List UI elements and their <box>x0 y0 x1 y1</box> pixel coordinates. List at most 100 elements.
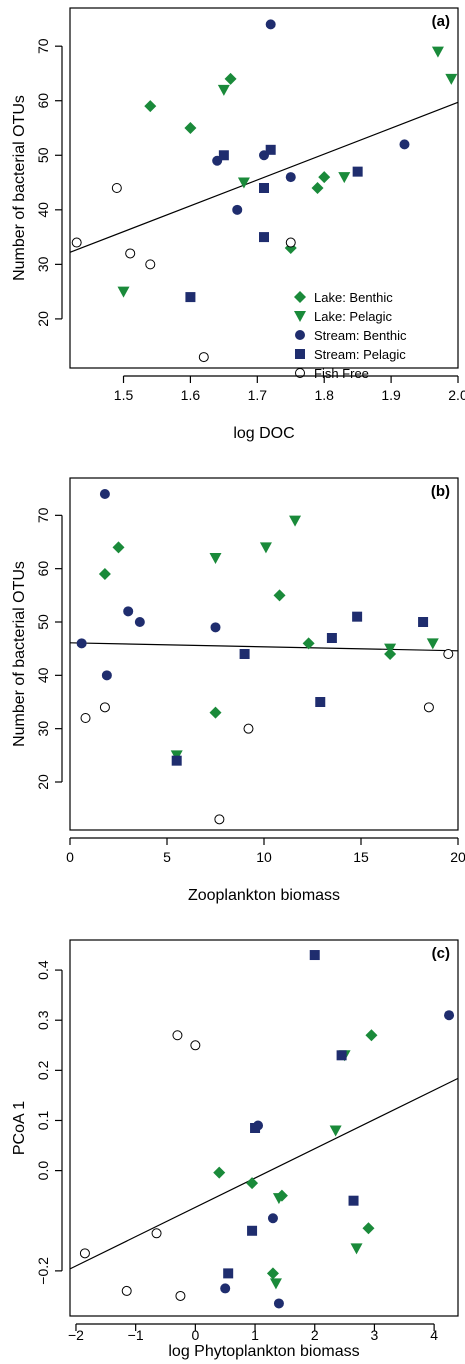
point-fish-free <box>243 723 254 734</box>
point-lake-benthic <box>224 72 237 85</box>
panel-c-label: (c) <box>432 945 450 962</box>
legend-label-stream-pelagic: Stream: Pelagic <box>314 347 406 362</box>
point-fish-free <box>443 649 454 659</box>
y-tick-label: 20 <box>35 774 51 790</box>
point-lake-benthic <box>144 100 157 113</box>
point-stream-pelagic <box>336 1050 347 1061</box>
point-lake-benthic <box>98 568 111 580</box>
point-fish-free <box>79 1248 90 1259</box>
panel-a-label: (a) <box>432 13 450 30</box>
point-stream-pelagic <box>352 166 363 177</box>
point-lake-benthic <box>362 1222 375 1235</box>
point-stream-benthic <box>273 1298 284 1309</box>
point-stream-benthic <box>99 489 110 499</box>
point-stream-benthic <box>101 670 112 681</box>
legend-label-lake-benthic: Lake: Benthic <box>314 290 393 305</box>
point-stream-pelagic <box>218 150 229 161</box>
point-fish-free <box>214 814 225 825</box>
point-fish-free <box>145 259 156 270</box>
y-tick-label: 40 <box>35 667 51 683</box>
point-fish-free <box>80 713 91 723</box>
point-lake-pelagic <box>217 84 230 96</box>
x-tick-label: 1.7 <box>248 387 268 403</box>
point-lake-pelagic <box>338 172 351 184</box>
y-tick-label: 0.2 <box>35 1060 51 1080</box>
point-lake-pelagic <box>329 1125 342 1137</box>
regression-line <box>69 642 459 652</box>
regression-line <box>69 101 459 253</box>
x-tick-label: 0 <box>191 1327 199 1343</box>
point-lake-pelagic <box>237 177 250 189</box>
y-tick-label: 70 <box>35 38 51 54</box>
point-stream-pelagic <box>223 1268 234 1279</box>
point-lake-benthic <box>273 589 286 602</box>
x-tick-label: 3 <box>371 1327 379 1343</box>
point-stream-benthic <box>134 617 145 627</box>
point-stream-benthic <box>220 1283 231 1294</box>
point-stream-benthic <box>267 1213 278 1224</box>
y-tick-label: 0.1 <box>35 1111 51 1131</box>
y-tick-label: 20 <box>35 311 51 327</box>
point-stream-pelagic <box>185 292 196 303</box>
point-lake-pelagic <box>431 46 444 58</box>
legend-marker-stream-benthic <box>295 330 305 340</box>
point-lake-pelagic <box>269 1278 282 1290</box>
y-tick-label: 50 <box>35 614 51 630</box>
point-stream-pelagic <box>418 617 429 627</box>
y-tick-label: −0.2 <box>35 1257 51 1285</box>
point-lake-pelagic <box>272 1193 285 1205</box>
point-lake-pelagic <box>426 638 439 650</box>
point-stream-pelagic <box>259 183 269 193</box>
point-fish-free <box>151 1228 162 1239</box>
point-fish-free <box>423 702 434 713</box>
point-stream-benthic <box>232 204 243 215</box>
point-lake-benthic <box>184 122 197 134</box>
panel-a-frame <box>69 7 459 369</box>
point-lake-benthic <box>112 541 125 554</box>
point-stream-benthic <box>76 638 87 649</box>
y-tick-label: 0.0 <box>35 1161 51 1181</box>
point-fish-free <box>285 237 296 248</box>
point-stream-pelagic <box>326 633 337 643</box>
point-stream-benthic <box>285 172 296 183</box>
x-tick-label: 15 <box>353 849 369 865</box>
point-fish-free <box>198 352 209 363</box>
point-fish-free <box>175 1290 186 1301</box>
legend-label-stream-benthic: Stream: Benthic <box>314 328 407 343</box>
y-tick-label: 60 <box>35 561 51 577</box>
y-tick-label: 40 <box>35 202 51 218</box>
point-stream-benthic <box>210 622 221 633</box>
y-tick-label: 30 <box>35 721 51 737</box>
y-tick-label: 30 <box>35 256 51 272</box>
panel-a: (a) Number of bacterial OTUs log DOC Lak… <box>11 7 465 442</box>
point-lake-pelagic <box>445 73 458 85</box>
x-tick-label: 1.6 <box>181 387 201 403</box>
panel-b-label: (b) <box>431 483 450 500</box>
point-fish-free <box>172 1030 183 1041</box>
x-tick-label: 5 <box>163 849 171 865</box>
x-tick-label: 1 <box>251 1327 259 1343</box>
point-stream-benthic <box>123 606 134 617</box>
point-lake-benthic <box>311 182 324 194</box>
point-stream-pelagic <box>247 1225 258 1236</box>
point-lake-benthic <box>318 171 331 184</box>
panel-b-frame <box>69 477 459 831</box>
point-lake-benthic <box>209 706 222 719</box>
point-lake-benthic <box>213 1166 226 1179</box>
panel-c: (c) PCoA 1 log Phytoplankton biomass −2 −… <box>11 939 459 1360</box>
x-tick-label: 20 <box>450 849 465 865</box>
panel-a-xlabel: log DOC <box>233 425 294 442</box>
regression-line <box>69 1077 459 1270</box>
x-tick-label: 1.8 <box>314 387 334 403</box>
point-lake-benthic <box>302 637 315 650</box>
y-tick-label: 0.3 <box>35 1010 51 1030</box>
point-lake-pelagic <box>117 286 130 298</box>
x-tick-label: −2 <box>68 1327 84 1343</box>
panel-b-ylabel: Number of bacterial OTUs <box>11 561 28 747</box>
panel-b: (b) Number of bacterial OTUs Zooplankton… <box>11 477 465 904</box>
point-stream-pelagic <box>315 697 326 707</box>
point-lake-pelagic <box>209 553 222 564</box>
point-fish-free <box>125 248 136 259</box>
x-tick-label: 1.5 <box>114 387 134 403</box>
